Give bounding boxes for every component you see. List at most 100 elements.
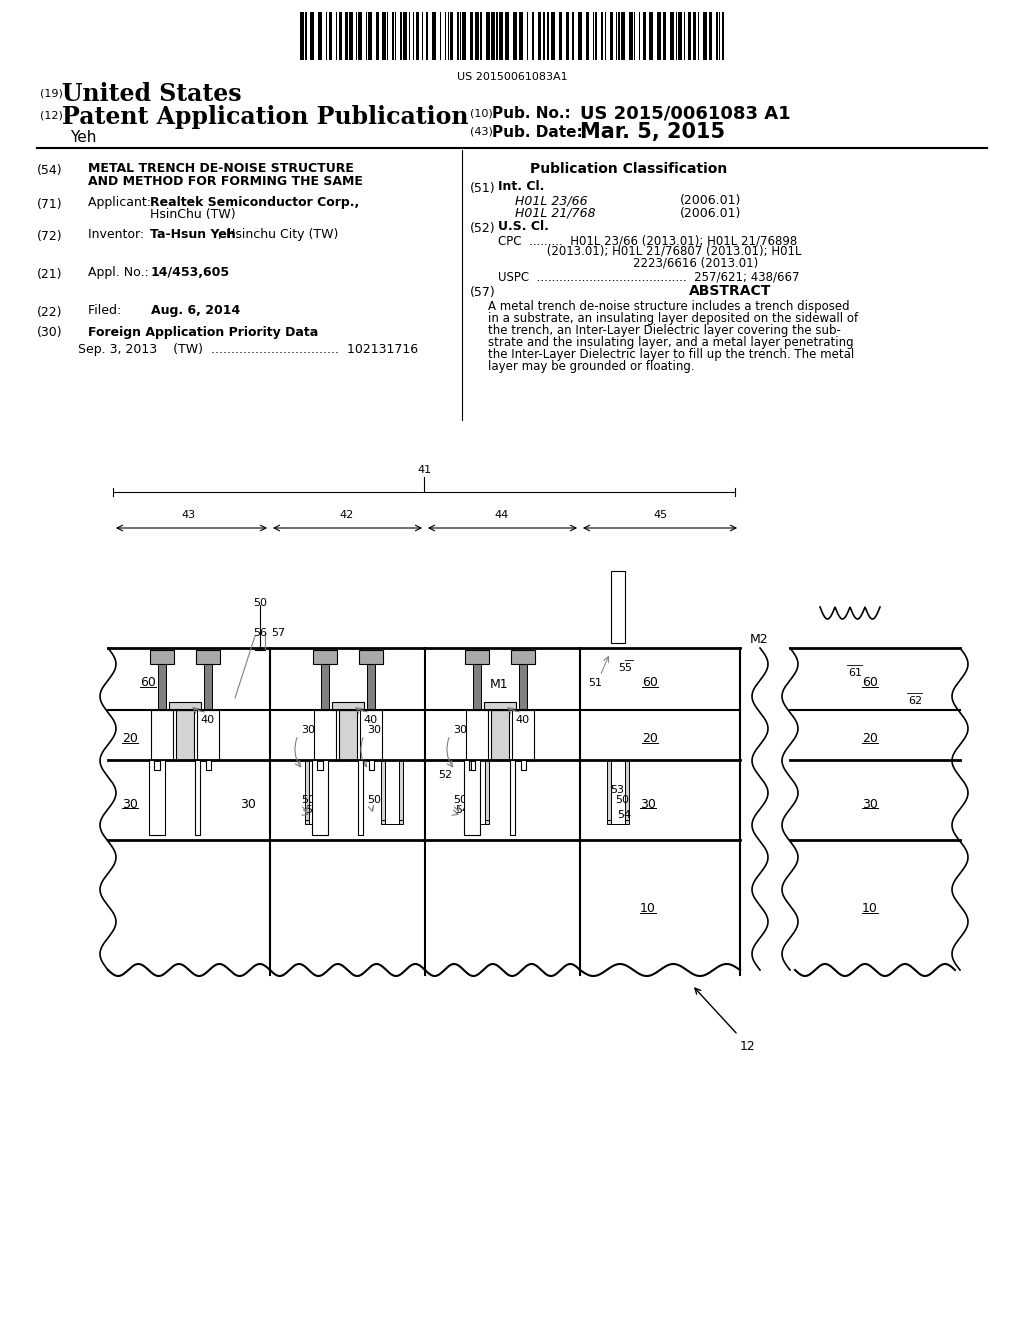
- Text: 41: 41: [417, 465, 431, 475]
- Text: (12): (12): [40, 110, 62, 120]
- Bar: [586, 12, 589, 59]
- Bar: [321, 664, 329, 710]
- Text: 2223/6616 (2013.01): 2223/6616 (2013.01): [498, 256, 758, 269]
- Text: , Hsinchu City (TW): , Hsinchu City (TW): [218, 228, 338, 242]
- Text: 50: 50: [301, 795, 315, 805]
- Bar: [462, 12, 466, 59]
- Text: 43: 43: [182, 510, 196, 520]
- Text: 54: 54: [305, 805, 319, 814]
- Bar: [204, 664, 212, 710]
- Bar: [197, 710, 219, 760]
- Text: (72): (72): [37, 230, 62, 243]
- Bar: [471, 760, 485, 824]
- Text: Aug. 6, 2014: Aug. 6, 2014: [151, 304, 241, 317]
- Text: CPC  .........  H01L 23/66 (2013.01); H01L 21/76898: CPC ......... H01L 23/66 (2013.01); H01L…: [498, 234, 798, 247]
- Bar: [547, 12, 549, 59]
- Text: Int. Cl.: Int. Cl.: [498, 180, 545, 193]
- Bar: [678, 12, 682, 59]
- Text: U.S. Cl.: U.S. Cl.: [498, 220, 549, 234]
- Bar: [305, 760, 309, 820]
- Text: Mar. 5, 2015: Mar. 5, 2015: [580, 121, 725, 143]
- Text: M1: M1: [489, 678, 508, 690]
- Bar: [490, 710, 509, 760]
- Bar: [169, 702, 201, 710]
- Text: 20: 20: [862, 733, 878, 746]
- Bar: [610, 12, 613, 59]
- Bar: [339, 12, 342, 59]
- Bar: [305, 12, 307, 59]
- Bar: [403, 12, 407, 59]
- Bar: [543, 12, 545, 59]
- Bar: [572, 12, 574, 59]
- Text: 50: 50: [453, 795, 467, 805]
- Text: (30): (30): [37, 326, 62, 339]
- Bar: [709, 12, 712, 59]
- Text: HsinChu (TW): HsinChu (TW): [150, 209, 236, 220]
- Text: Pub. No.:: Pub. No.:: [492, 106, 570, 121]
- Text: the Inter-Layer Dielectric layer to fill up the trench. The metal: the Inter-Layer Dielectric layer to fill…: [488, 348, 854, 360]
- Text: 54: 54: [455, 805, 469, 814]
- Text: 56: 56: [253, 628, 267, 638]
- Text: 12: 12: [740, 1040, 756, 1053]
- Bar: [345, 12, 348, 59]
- Bar: [601, 12, 603, 59]
- Text: Sep. 3, 2013    (TW)  ................................  102131716: Sep. 3, 2013 (TW) ......................…: [78, 343, 418, 356]
- Text: 30: 30: [453, 725, 467, 735]
- Text: 45: 45: [653, 510, 667, 520]
- Text: 10: 10: [640, 903, 656, 916]
- Polygon shape: [358, 760, 374, 836]
- Bar: [323, 760, 327, 820]
- Bar: [196, 649, 220, 664]
- Bar: [519, 12, 523, 59]
- Bar: [688, 12, 691, 59]
- Bar: [467, 760, 471, 820]
- Text: Filed:: Filed:: [88, 304, 150, 317]
- Bar: [607, 820, 629, 824]
- Text: Publication Classification: Publication Classification: [530, 162, 727, 176]
- Text: 20: 20: [122, 733, 138, 746]
- Text: 51: 51: [588, 678, 602, 688]
- Text: 42: 42: [340, 510, 354, 520]
- Polygon shape: [195, 760, 211, 836]
- Polygon shape: [510, 760, 526, 836]
- Bar: [381, 820, 403, 824]
- Bar: [670, 12, 674, 59]
- Text: 20: 20: [642, 733, 658, 746]
- Text: 57: 57: [271, 628, 285, 638]
- Text: (2006.01): (2006.01): [680, 194, 741, 207]
- Bar: [551, 12, 555, 59]
- Bar: [314, 710, 336, 760]
- Bar: [484, 702, 516, 710]
- Text: M2: M2: [750, 634, 769, 645]
- Bar: [643, 12, 646, 59]
- Text: 40: 40: [362, 715, 377, 725]
- Bar: [376, 12, 379, 59]
- Bar: [332, 702, 364, 710]
- Text: (43): (43): [470, 127, 493, 137]
- Text: US 20150061083A1: US 20150061083A1: [457, 73, 567, 82]
- Bar: [358, 12, 362, 59]
- Bar: [465, 649, 489, 664]
- Bar: [313, 649, 337, 664]
- Text: the trench, an Inter-Layer Dielectric layer covering the sub-: the trench, an Inter-Layer Dielectric la…: [488, 323, 841, 337]
- Bar: [457, 12, 459, 59]
- Bar: [305, 820, 327, 824]
- Text: 53: 53: [610, 785, 624, 795]
- Bar: [486, 12, 490, 59]
- Bar: [505, 12, 509, 59]
- Bar: [559, 12, 562, 59]
- Polygon shape: [464, 760, 480, 836]
- Text: US 2015/0061083 A1: US 2015/0061083 A1: [580, 104, 791, 121]
- Text: 62: 62: [908, 696, 922, 706]
- Text: (52): (52): [470, 222, 496, 235]
- Bar: [329, 12, 332, 59]
- Bar: [426, 12, 428, 59]
- Bar: [150, 649, 174, 664]
- Bar: [595, 12, 597, 59]
- Text: Foreign Application Priority Data: Foreign Application Priority Data: [88, 326, 318, 339]
- Text: (57): (57): [470, 286, 496, 300]
- Bar: [513, 12, 517, 59]
- Bar: [566, 12, 569, 59]
- Bar: [360, 710, 382, 760]
- Text: layer may be grounded or floating.: layer may be grounded or floating.: [488, 360, 694, 374]
